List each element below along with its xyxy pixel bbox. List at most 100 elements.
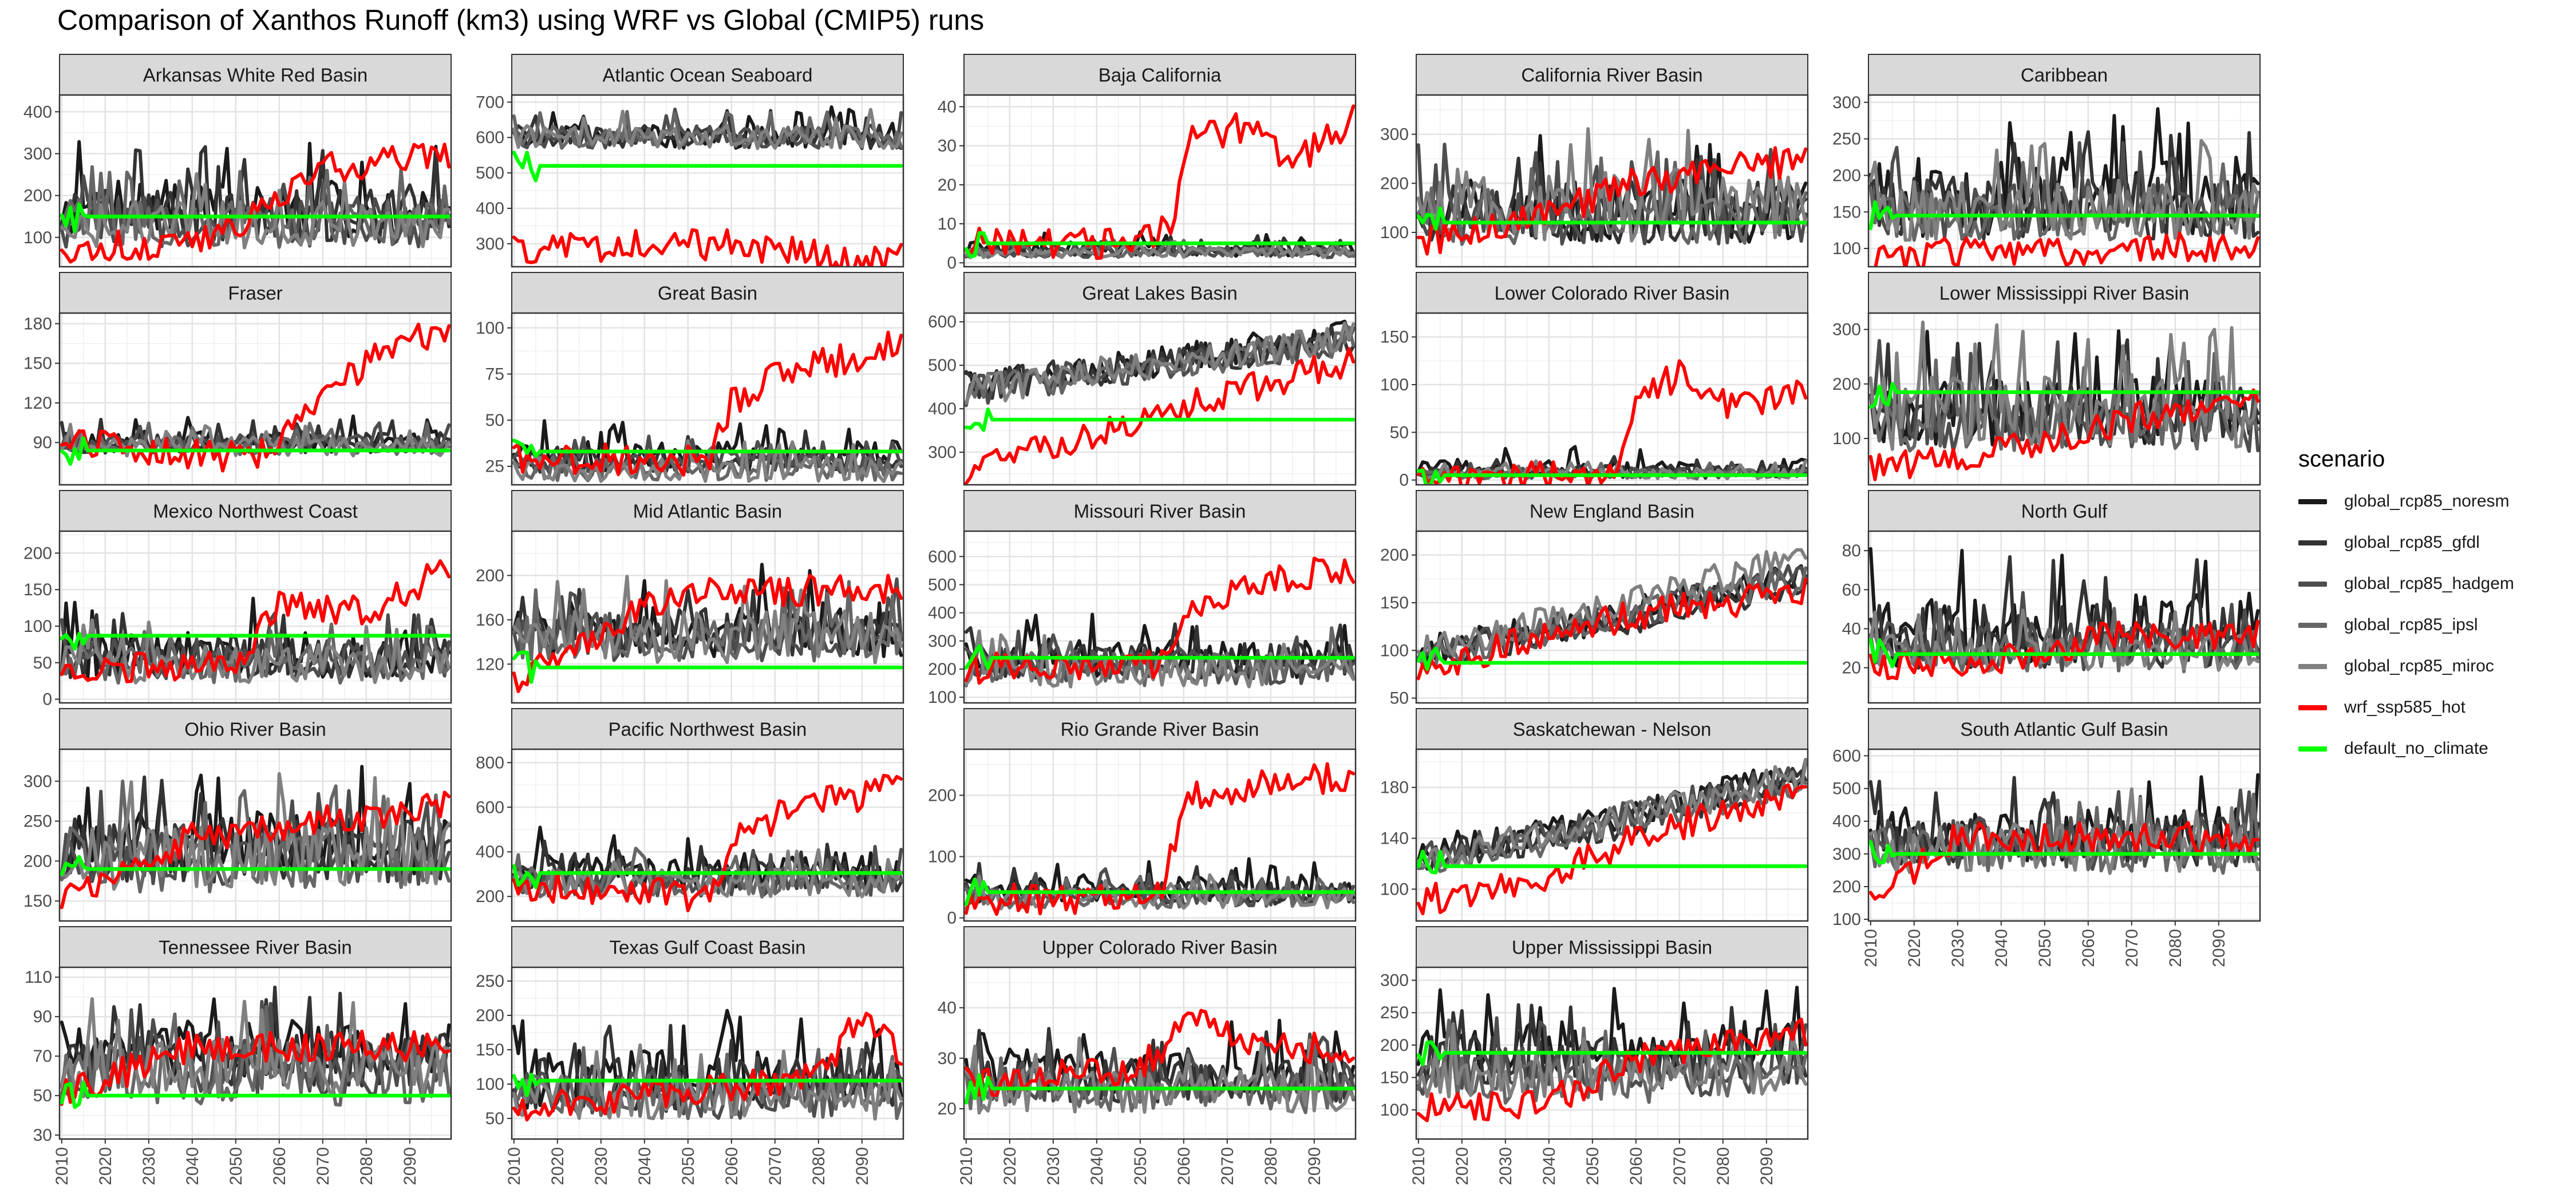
series-line-wrf_ssp585_hot	[1416, 783, 1808, 916]
series-line-wrf_ssp585_hot	[512, 228, 903, 267]
legend-swatch	[2298, 581, 2327, 587]
series-lines	[964, 1009, 1356, 1115]
strip-background	[963, 708, 1356, 750]
series-line-global_rcp85_miroc	[60, 772, 451, 891]
panel-texas-gulf-coast-basin: Texas Gulf Coast Basin 50 100 150 200 250 2010…	[476, 926, 904, 1185]
panel-atlantic-ocean-seaboard: Atlantic Ocean Seaboard 300 400 500 600 700	[476, 54, 904, 268]
series-line-global_rcp85_miroc	[964, 629, 1356, 689]
series-line-wrf_ssp585_hot	[60, 1029, 451, 1106]
series-line-default_no_climate	[964, 407, 1356, 432]
y-tick-label: 200	[928, 660, 957, 679]
strip-label: Mid Atlantic Basin	[633, 501, 782, 522]
panel-border	[963, 530, 1357, 704]
y-tick-label: 30	[938, 137, 957, 156]
strip-background	[511, 54, 904, 96]
panel-missouri-river-basin: Missouri River Basin 100 200 300 400 500 600	[928, 490, 1357, 707]
series-lines	[512, 105, 903, 267]
panel-saskatchewan-nelson: Saskatchewan - Nelson 100 140 180	[1380, 708, 1809, 922]
x-tick-label: 2050	[1583, 1147, 1602, 1185]
y-tick-label: 50	[33, 654, 52, 673]
strip-background	[59, 490, 452, 532]
x-tick-label: 2020	[96, 1147, 115, 1185]
panel-border	[58, 530, 452, 704]
series-lines	[512, 330, 903, 483]
strip-background	[1868, 490, 2261, 532]
x-tick-label: 2010	[1862, 929, 1880, 967]
legend-item: wrf_ssp585_hot	[2298, 687, 2562, 728]
x-tick-label: 2070	[1670, 1147, 1689, 1185]
strip-background	[1416, 926, 1808, 968]
y-tick-label: 150	[23, 354, 52, 373]
panel-baja-california: Baja California 0 10 20 30 40	[938, 54, 1357, 272]
panel-fraser: Fraser 90 120 150 180	[23, 272, 452, 486]
panel-ohio-river-basin: Ohio River Basin 150 200 250 300	[23, 708, 452, 922]
panel-mid-atlantic-basin: Mid Atlantic Basin 120 160 200	[476, 490, 904, 704]
legend-item: global_rcp85_gfdl	[2298, 522, 2562, 563]
y-tick-label: 100	[1380, 880, 1409, 899]
strip-label: Atlantic Ocean Seaboard	[603, 65, 813, 86]
y-tick-label: 90	[33, 433, 52, 452]
strip-label: Rio Grande River Basin	[1061, 719, 1259, 740]
series-lines	[1416, 758, 1808, 916]
x-tick-label: 2030	[1496, 1147, 1515, 1185]
series-lines	[60, 322, 451, 473]
panel-mexico-northwest-coast: Mexico Northwest Coast 0 50 100 150 200	[23, 490, 452, 709]
series-lines	[60, 559, 451, 685]
legend-swatch	[2298, 705, 2327, 710]
strip-label: Fraser	[228, 283, 282, 304]
x-tick-label: 2080	[1262, 1147, 1281, 1185]
series-lines	[1416, 986, 1808, 1122]
y-tick-label: 250	[1380, 1003, 1409, 1022]
y-tick-label: 400	[928, 604, 957, 623]
series-lines	[1868, 547, 2260, 681]
x-tick-label: 2060	[722, 1147, 741, 1185]
series-line-default_no_climate	[60, 1081, 451, 1109]
x-tick-label: 2060	[2079, 929, 2098, 967]
y-tick-label: 0	[42, 690, 52, 709]
series-line-default_no_climate	[1868, 382, 2260, 409]
y-tick-label: 75	[485, 365, 504, 383]
series-line-default_no_climate	[964, 1073, 1356, 1105]
series-line-global_rcp85_miroc	[1416, 548, 1808, 665]
strip-label: Great Basin	[658, 283, 757, 304]
series-lines	[1416, 548, 1808, 681]
y-tick-label: 80	[1842, 541, 1861, 560]
y-tick-label: 200	[1380, 546, 1409, 565]
y-tick-label: 30	[33, 1126, 52, 1145]
x-tick-label: 2020	[1905, 929, 1924, 967]
series-line-wrf_ssp585_hot	[1416, 146, 1808, 256]
x-tick-label: 2050	[227, 1147, 246, 1185]
x-tick-label: 2010	[957, 1147, 976, 1185]
series-line-global_rcp85_miroc	[964, 240, 1356, 259]
x-tick-label: 2020	[548, 1147, 567, 1185]
y-tick-label: 150	[1380, 328, 1409, 347]
y-tick-label: 50	[485, 411, 504, 430]
y-tick-label: 180	[1380, 778, 1409, 797]
strip-label: Lower Mississippi River Basin	[1939, 283, 2189, 304]
series-line-global_rcp85_miroc	[1868, 139, 2260, 242]
panel-border	[963, 312, 1357, 486]
panel-border	[1867, 530, 2261, 704]
y-tick-label: 200	[1832, 877, 1861, 896]
panel-arkansas-white-red-basin: Arkansas White Red Basin 100 200 300 400	[23, 54, 452, 268]
series-line-global_rcp85_miroc	[512, 108, 903, 151]
x-tick-label: 2080	[809, 1147, 828, 1185]
x-tick-label: 2060	[1627, 1147, 1646, 1185]
y-tick-label: 300	[928, 443, 957, 462]
x-tick-label: 2040	[1088, 1147, 1107, 1185]
y-tick-label: 400	[476, 199, 504, 218]
y-tick-label: 600	[476, 128, 504, 147]
panel-new-england-basin: New England Basin 50 100 150 200	[1380, 490, 1809, 708]
strip-label: Missouri River Basin	[1074, 501, 1246, 522]
strip-label: Tennessee River Basin	[159, 937, 352, 958]
y-tick-label: 200	[476, 887, 504, 906]
legend-label: global_rcp85_hadgem	[2344, 574, 2514, 593]
y-tick-label: 500	[1832, 780, 1861, 798]
y-tick-label: 100	[1380, 641, 1409, 660]
y-tick-label: 150	[1380, 1068, 1409, 1087]
panel-border	[58, 966, 452, 1140]
x-tick-label: 2040	[1540, 1147, 1559, 1185]
y-tick-label: 600	[928, 547, 957, 566]
series-line-global_rcp85_noresm	[1868, 107, 2260, 238]
x-tick-label: 2050	[1131, 1147, 1150, 1185]
